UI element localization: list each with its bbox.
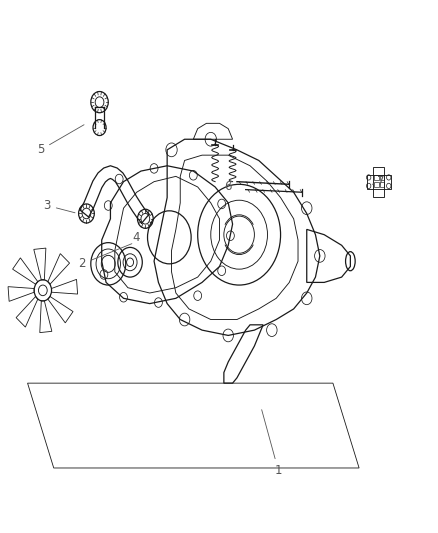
Text: 1: 1 bbox=[261, 410, 282, 477]
Text: 5: 5 bbox=[37, 125, 84, 156]
Text: 2: 2 bbox=[78, 244, 131, 270]
Bar bbox=[379, 182, 384, 187]
Text: 3: 3 bbox=[43, 199, 75, 213]
Bar bbox=[374, 182, 378, 187]
Bar bbox=[374, 175, 378, 180]
Text: 7: 7 bbox=[371, 175, 384, 188]
Bar bbox=[379, 175, 384, 180]
Text: 4: 4 bbox=[133, 227, 145, 244]
Text: 6: 6 bbox=[224, 181, 231, 193]
